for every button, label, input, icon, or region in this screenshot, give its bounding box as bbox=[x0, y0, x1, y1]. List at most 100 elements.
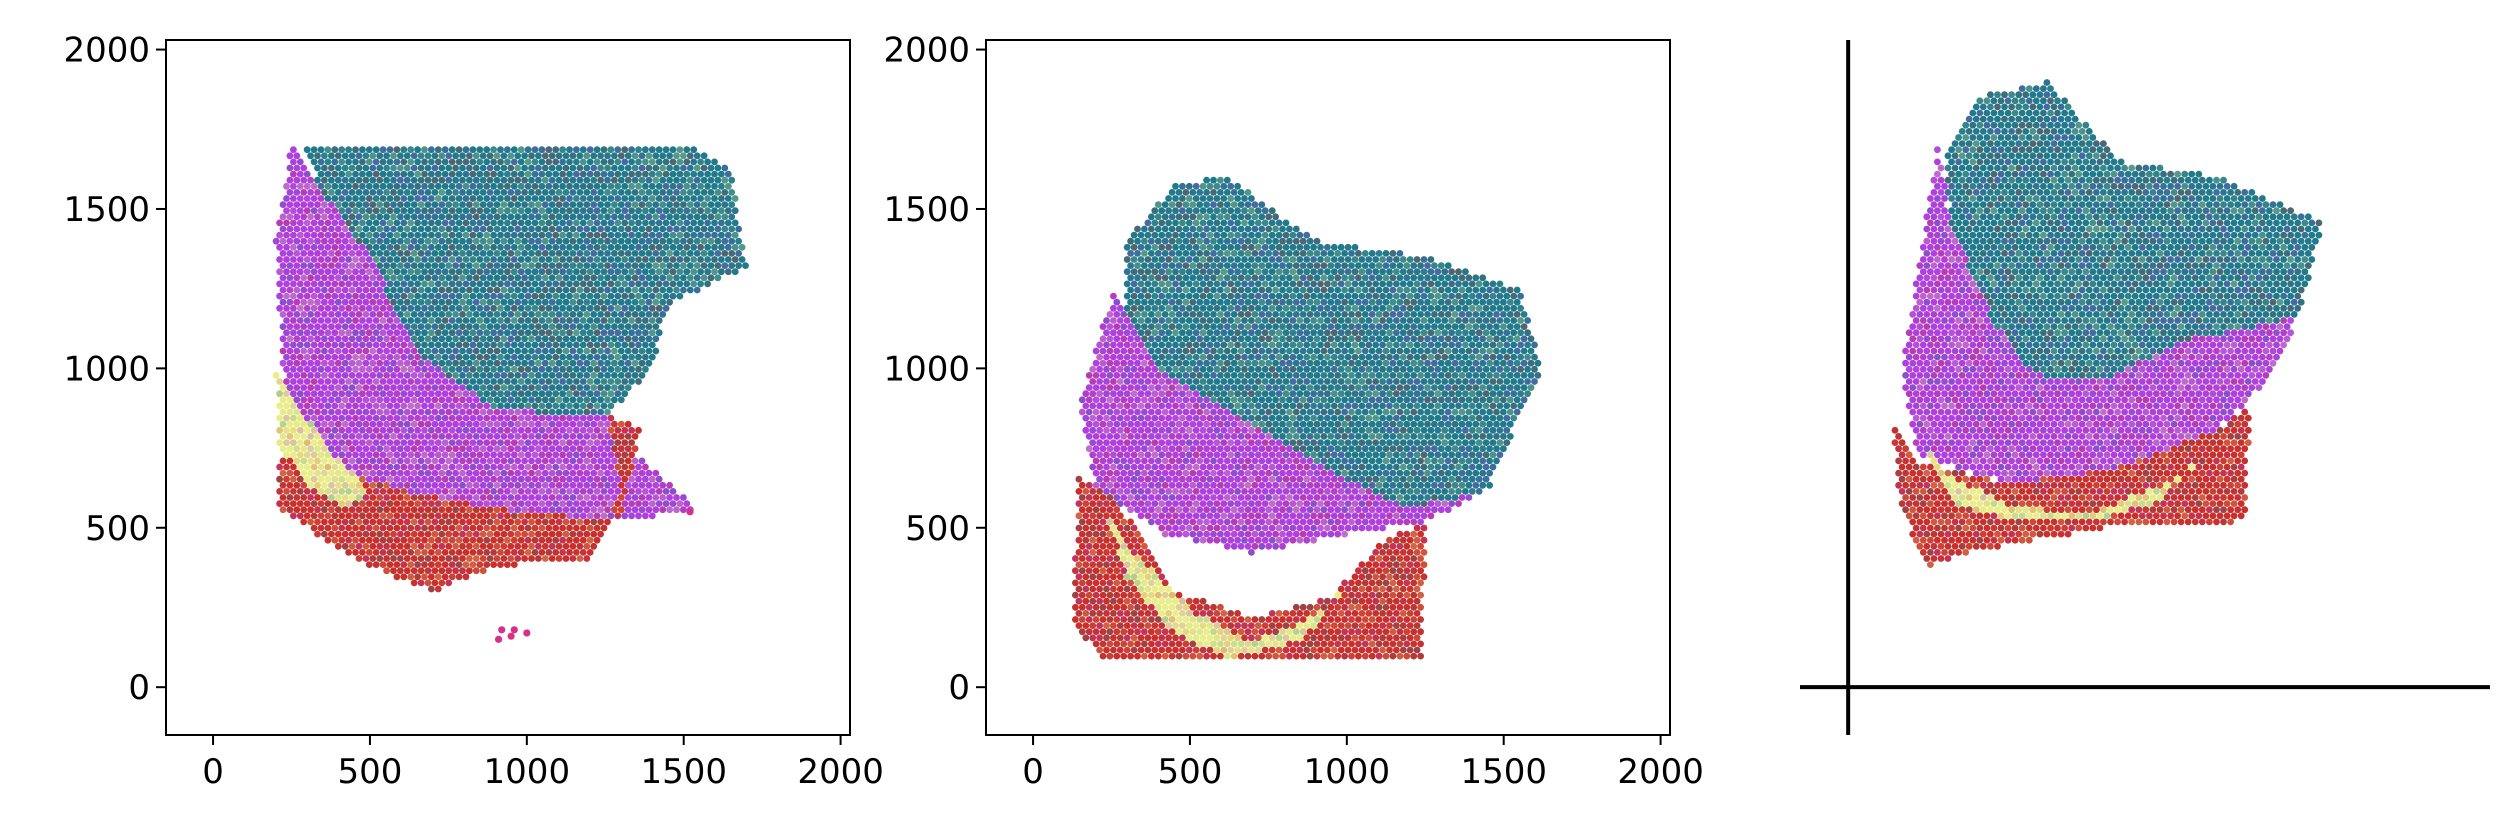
spot-teal bbox=[386, 170, 394, 178]
spot-teal bbox=[414, 146, 421, 154]
spot-red bbox=[455, 561, 463, 568]
spot-teal bbox=[462, 207, 470, 215]
spot-teal bbox=[562, 201, 570, 209]
spot-teal bbox=[403, 201, 411, 209]
spot-teal bbox=[431, 189, 439, 196]
spot-teal bbox=[524, 268, 532, 276]
spot-red bbox=[1106, 603, 1114, 611]
spot-red bbox=[504, 524, 511, 532]
spot-teal bbox=[728, 225, 736, 233]
spot-purple bbox=[359, 451, 366, 459]
spot-red bbox=[441, 536, 449, 544]
spot-purple bbox=[524, 414, 532, 422]
spot-purple bbox=[1254, 500, 1262, 507]
spot-teal bbox=[455, 292, 463, 300]
spot-purple bbox=[421, 402, 428, 410]
spot-teal bbox=[434, 317, 442, 324]
spot-red bbox=[1120, 603, 1128, 611]
spot-teal bbox=[614, 256, 622, 263]
spot-yellow bbox=[1165, 622, 1172, 629]
spot-red bbox=[1168, 640, 1176, 648]
spot-purple bbox=[355, 408, 363, 416]
spot-teal bbox=[718, 182, 725, 190]
spot-red bbox=[1110, 549, 1117, 556]
spot-purple bbox=[379, 463, 387, 471]
spot-purple bbox=[321, 237, 328, 245]
spot-purple bbox=[566, 463, 573, 471]
spot-teal bbox=[604, 335, 611, 343]
spot-purple bbox=[365, 329, 373, 337]
spot-teal bbox=[683, 231, 691, 239]
spot-teal bbox=[555, 250, 563, 257]
spot-teal bbox=[455, 304, 463, 312]
spot-purple bbox=[455, 488, 463, 495]
spot-purple bbox=[383, 469, 390, 477]
spot-purple bbox=[293, 201, 301, 209]
spot-red bbox=[1137, 622, 1145, 629]
spot-yellow bbox=[283, 414, 290, 422]
spot-teal bbox=[573, 280, 580, 288]
spot-purple bbox=[593, 439, 601, 446]
spot-red bbox=[434, 536, 442, 544]
spot-teal bbox=[659, 298, 667, 306]
spot-red bbox=[1317, 622, 1324, 629]
spot-red bbox=[365, 500, 373, 507]
spot-purple bbox=[1368, 494, 1376, 501]
spot-purple bbox=[359, 353, 366, 361]
spot-purple bbox=[472, 420, 480, 428]
spot-red bbox=[428, 561, 435, 568]
spot-red bbox=[1123, 597, 1131, 605]
spot-purple bbox=[307, 213, 314, 221]
spot-red bbox=[569, 555, 577, 562]
spot-yellow bbox=[324, 451, 332, 459]
spot-yellow bbox=[1241, 646, 1248, 654]
spot-red bbox=[1399, 646, 1407, 654]
spot-purple bbox=[393, 378, 401, 385]
spot-yellow bbox=[1286, 628, 1293, 636]
spot-teal bbox=[424, 274, 432, 282]
spot-red bbox=[476, 512, 484, 520]
x-tick-label: 2000 bbox=[797, 752, 884, 792]
spot-teal bbox=[569, 176, 577, 184]
spot-teal bbox=[538, 268, 546, 276]
spot-purple bbox=[538, 488, 546, 495]
spot-teal bbox=[652, 176, 660, 184]
spot-purple bbox=[421, 488, 428, 495]
spot-teal bbox=[528, 286, 535, 294]
spot-red bbox=[617, 445, 625, 453]
spot-red bbox=[1072, 616, 1079, 623]
spot-purple bbox=[1179, 500, 1186, 507]
spot-red bbox=[579, 549, 587, 556]
spot-red bbox=[1265, 652, 1273, 660]
spot-red bbox=[479, 542, 487, 550]
spot-red bbox=[559, 512, 566, 520]
spot-red bbox=[283, 488, 290, 495]
spot-teal bbox=[562, 384, 570, 391]
spot-purple bbox=[428, 475, 435, 483]
spot-teal bbox=[635, 268, 642, 276]
spot-purple bbox=[376, 420, 384, 428]
spot-purple bbox=[1341, 518, 1348, 526]
spot-teal bbox=[500, 384, 508, 391]
spot-purple bbox=[359, 304, 366, 312]
spot-teal bbox=[545, 353, 553, 361]
spot-red bbox=[290, 463, 297, 471]
spot-teal bbox=[507, 384, 515, 391]
spot-red bbox=[472, 530, 480, 538]
spot-yellow bbox=[276, 426, 283, 434]
spot-purple bbox=[352, 256, 359, 263]
spot-yellow bbox=[338, 500, 346, 507]
spot-purple bbox=[531, 414, 539, 422]
spot-teal bbox=[421, 329, 428, 337]
spot-red bbox=[410, 555, 418, 562]
spot-red bbox=[386, 488, 394, 495]
spot-purple bbox=[362, 347, 370, 355]
spot-purple bbox=[328, 396, 335, 404]
spot-red bbox=[1386, 585, 1393, 593]
spot-purple bbox=[328, 347, 335, 355]
spot-red bbox=[290, 475, 297, 483]
spot-teal bbox=[428, 146, 435, 154]
spot-purple bbox=[1458, 494, 1466, 501]
spot-purple bbox=[362, 396, 370, 404]
spot-teal bbox=[697, 195, 704, 202]
